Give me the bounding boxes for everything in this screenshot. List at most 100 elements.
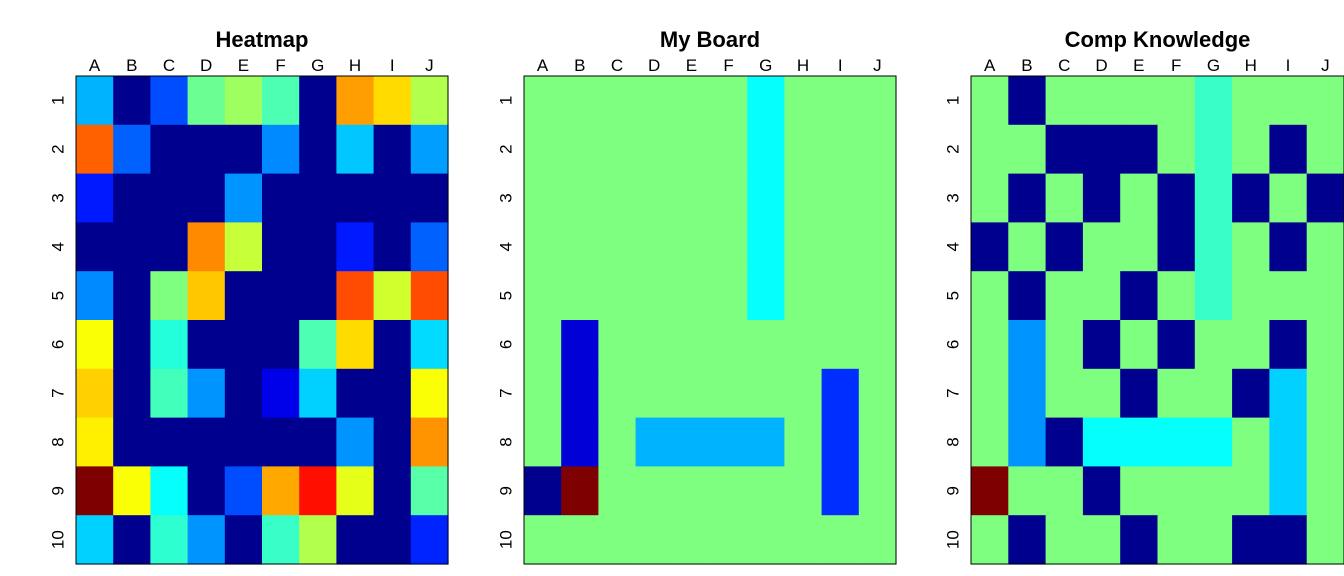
heatmap-cell: [1008, 368, 1047, 419]
heatmap-cell: [373, 173, 412, 223]
heatmap-cell: [1232, 76, 1270, 126]
y-tick-label: 6: [49, 340, 68, 349]
heatmap-cell: [1008, 417, 1047, 467]
heatmap-cell: [747, 76, 785, 126]
heatmap-cell: [784, 466, 823, 516]
heatmap-cell: [262, 124, 300, 175]
heatmap-cell: [150, 515, 189, 565]
heatmap-cell: [373, 466, 412, 516]
y-tick-label: 7: [49, 388, 68, 397]
heatmap-cell: [1157, 417, 1196, 467]
heatmap-cell: [1306, 515, 1344, 565]
y-tick-label: 4: [944, 242, 963, 251]
heatmap-cell: [1082, 417, 1121, 467]
heatmap-cell: [858, 466, 897, 516]
heatmap-cell: [821, 271, 860, 321]
heatmap-cell: [113, 173, 151, 223]
heatmap-cell: [635, 320, 674, 370]
heatmap-cell: [262, 417, 300, 467]
heatmap-cell: [262, 222, 300, 272]
x-tick-label: H: [797, 56, 809, 75]
plot-frame: [970, 75, 1344, 565]
heatmap-cell: [1008, 173, 1047, 223]
x-tick-label: C: [163, 56, 175, 75]
heatmap-panel-1: Heatmap A B C D E F G H I J 1 2 3 4 5 6 7 8 9 10: [49, 27, 449, 565]
heatmap-cell: [672, 173, 711, 223]
y-tick-label: 9: [497, 486, 516, 495]
heatmap-cell: [1082, 271, 1121, 321]
heatmap-cell: [561, 124, 599, 175]
heatmap-cell: [373, 320, 412, 370]
heatmap-cell: [710, 222, 748, 272]
heatmap-cell: [821, 466, 860, 516]
heatmap-cell: [821, 368, 860, 419]
heatmap-cell: [113, 466, 151, 516]
y-tick-label: 9: [49, 486, 68, 495]
heatmap-cell: [1232, 173, 1270, 223]
y-tick-label: 7: [497, 388, 516, 397]
heatmap-cell: [747, 173, 785, 223]
heatmap-cell: [710, 271, 748, 321]
heatmap-cell: [113, 76, 151, 126]
heatmap-cell: [373, 417, 412, 467]
y-tick-label: 4: [49, 242, 68, 251]
heatmap-cell: [1082, 320, 1121, 370]
heatmap-cell: [1194, 320, 1233, 370]
y-tick-label: 2: [497, 144, 516, 153]
y-tick-label: 9: [944, 486, 963, 495]
heatmap-cell: [76, 320, 114, 370]
heatmap-cell: [1157, 368, 1196, 419]
heatmap-cell: [1045, 271, 1084, 321]
heatmap-cell: [76, 466, 114, 516]
heatmap-cell: [1194, 368, 1233, 419]
heatmap-cell: [262, 515, 300, 565]
heatmap-cell: [598, 271, 637, 321]
heatmap-cell: [598, 124, 637, 175]
heatmap-cell: [113, 271, 151, 321]
heatmap-cell: [747, 466, 785, 516]
heatmap-cell: [1045, 320, 1084, 370]
heatmap-cell: [1120, 173, 1159, 223]
heatmap-cell: [1157, 222, 1196, 272]
heatmap-cell: [1082, 124, 1121, 175]
heatmap-cell: [561, 368, 599, 419]
heatmap-cell: [971, 173, 1009, 223]
heatmap-cell: [1194, 76, 1233, 126]
heatmap-cell: [672, 515, 711, 565]
heatmap-cell: [187, 222, 226, 272]
heatmap-cell: [299, 222, 337, 272]
heatmap-cell: [710, 466, 748, 516]
heatmap-cell: [187, 466, 226, 516]
heatmap-cell: [113, 124, 151, 175]
heatmap-cell: [373, 368, 412, 419]
heatmap-cell: [858, 271, 897, 321]
x-tick-label: F: [723, 56, 733, 75]
heatmap-cell: [1008, 466, 1047, 516]
heatmap-cell: [672, 417, 711, 467]
heatmap-cell: [858, 222, 897, 272]
heatmap-cell: [410, 124, 449, 175]
heatmap-cell: [1120, 320, 1159, 370]
heatmap-cell: [1120, 76, 1159, 126]
y-tick-label: 8: [49, 437, 68, 446]
x-tick-label: A: [89, 56, 101, 75]
heatmap-cell: [672, 320, 711, 370]
heatmap-cell: [1269, 271, 1308, 321]
heatmap-cell: [971, 320, 1009, 370]
heatmap-cell: [524, 76, 562, 126]
heatmap-cell: [635, 271, 674, 321]
x-tick-label: C: [1058, 56, 1070, 75]
heatmap-cell: [598, 76, 637, 126]
heatmap-cell: [1306, 271, 1344, 321]
heatmap-cell: [1306, 222, 1344, 272]
heatmap-cell: [76, 124, 114, 175]
heatmap-cell: [1008, 271, 1047, 321]
heatmap-cell: [1232, 222, 1270, 272]
heatmap-cell: [524, 515, 562, 565]
x-tick-label: J: [873, 56, 882, 75]
x-tick-label: I: [390, 56, 395, 75]
x-tick-label: I: [838, 56, 843, 75]
heatmap-cell: [524, 466, 562, 516]
heatmap-cell: [1269, 515, 1308, 565]
heatmap-cell: [784, 368, 823, 419]
